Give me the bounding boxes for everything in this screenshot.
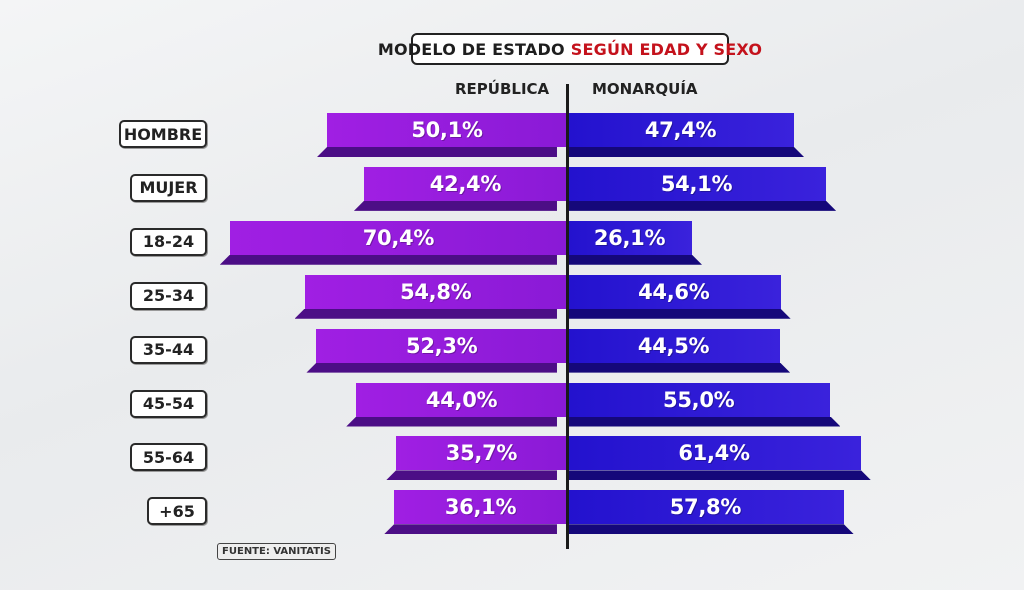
data-label-republica: 70,4% [362, 225, 435, 250]
bar-monarquia-side [567, 416, 841, 427]
bar-monarquia-face: 61,4% [567, 436, 862, 471]
row-label: HOMBRE [119, 120, 207, 148]
bar-monarquia: 54,1% [567, 166, 837, 211]
bar-republica-face: 35,7% [395, 436, 567, 471]
chart-title-main: MODELO DE ESTADO [377, 39, 565, 59]
data-label-republica: 35,7% [445, 441, 518, 466]
bar-republica-side [384, 524, 557, 535]
bar-republica-side [346, 416, 557, 427]
bar-monarquia: 44,5% [567, 328, 791, 373]
data-label-monarquia: 26,1% [593, 225, 666, 250]
data-label-monarquia: 54,1% [660, 171, 733, 196]
bar-republica-side [385, 470, 557, 481]
bar-monarquia: 61,4% [567, 436, 872, 481]
bar-monarquia-side [567, 308, 791, 319]
data-label-monarquia: 44,6% [638, 279, 710, 304]
bar-republica: 70,4% [219, 220, 567, 265]
bar-republica: 50,1% [317, 113, 567, 157]
center-divider [566, 84, 569, 549]
bar-monarquia-face: 57,8% [567, 490, 844, 525]
data-label-republica: 52,3% [406, 333, 478, 358]
source-note: FUENTE: VANITATIS [217, 543, 336, 560]
row-label: 55-64 [130, 443, 207, 472]
bar-monarquia-side [567, 147, 805, 157]
bar-republica-face: 70,4% [229, 220, 567, 255]
row-label: 25-34 [130, 281, 207, 310]
bar-republica-side [306, 362, 557, 373]
bar-monarquia: 55,0% [567, 382, 841, 427]
row-label: 35-44 [130, 335, 207, 364]
bar-republica: 54,8% [294, 274, 567, 319]
bar-monarquia-side [567, 470, 872, 481]
data-label-republica: 50,1% [411, 118, 483, 142]
bar-republica-side [353, 200, 557, 211]
column-header-monarquia: MONARQUÍA [592, 80, 698, 98]
bar-republica-face: 36,1% [394, 490, 567, 525]
data-label-republica: 54,8% [400, 279, 472, 304]
data-label-monarquia: 47,4% [644, 118, 717, 142]
bar-monarquia: 44,6% [567, 274, 791, 319]
bar-republica: 36,1% [384, 490, 567, 535]
bar-republica-face: 50,1% [327, 113, 567, 147]
data-label-monarquia: 44,5% [637, 333, 710, 358]
bar-monarquia: 26,1% [567, 220, 703, 265]
bar-republica-side [317, 147, 557, 157]
column-header-republica: REPÚBLICA [455, 80, 550, 98]
bar-monarquia-face: 26,1% [567, 220, 693, 255]
data-label-republica: 44,0% [425, 387, 498, 412]
bar-monarquia-face: 47,4% [567, 113, 795, 147]
data-label-monarquia: 61,4% [678, 441, 750, 466]
bar-monarquia-face: 55,0% [567, 382, 831, 417]
bar-republica-face: 42,4% [363, 166, 567, 201]
data-label-republica: 42,4% [429, 171, 502, 196]
bar-monarquia: 57,8% [567, 490, 854, 535]
bar-monarquia-side [567, 362, 791, 373]
bar-monarquia-face: 44,5% [567, 328, 781, 363]
row-label: 45-54 [130, 389, 207, 418]
bar-republica-face: 44,0% [356, 382, 567, 417]
bar-republica-side [219, 254, 557, 265]
row-label: 18-24 [130, 227, 207, 256]
bar-republica: 44,0% [346, 382, 567, 427]
data-label-monarquia: 55,0% [663, 387, 735, 412]
data-label-republica: 36,1% [444, 495, 517, 520]
bar-monarquia: 47,4% [567, 113, 805, 157]
bar-monarquia-side [567, 200, 837, 211]
bar-republica-face: 52,3% [316, 328, 567, 363]
chart-title-accent: SEGÚN EDAD Y SEXO [570, 39, 763, 59]
data-label-monarquia: 57,8% [669, 495, 742, 520]
bar-monarquia-side [567, 254, 703, 265]
chart-title: MODELO DE ESTADO SEGÚN EDAD Y SEXO [378, 33, 762, 65]
bar-monarquia-face: 54,1% [567, 166, 827, 201]
row-label: +65 [147, 497, 207, 526]
bar-republica-side [294, 308, 557, 319]
bar-monarquia-side [567, 524, 854, 535]
row-label: MUJER [130, 173, 207, 202]
bar-republica-face: 54,8% [304, 274, 567, 309]
bar-republica: 42,4% [353, 166, 567, 211]
bar-monarquia-face: 44,6% [567, 274, 781, 309]
bar-republica: 52,3% [306, 328, 567, 373]
bar-republica: 35,7% [385, 436, 567, 481]
